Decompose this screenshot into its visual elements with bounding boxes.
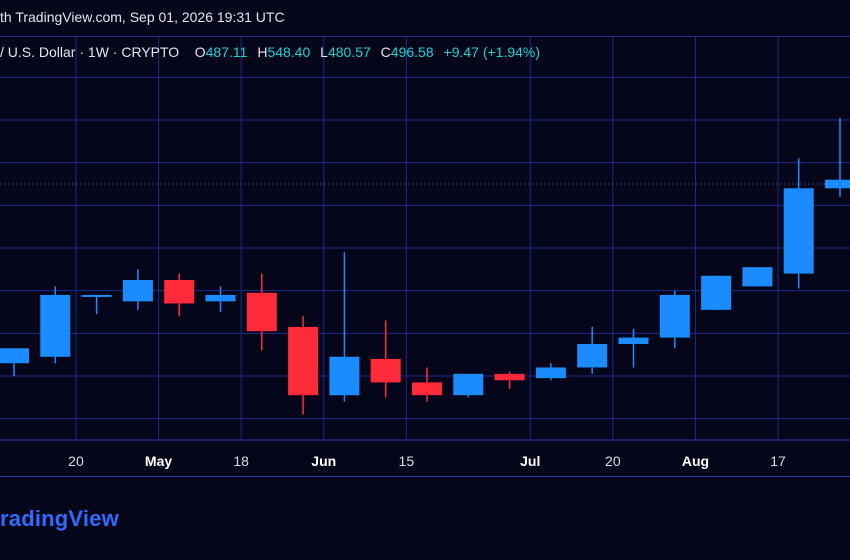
- ohlc-legend: / U.S. Dollar · 1W · CRYPTO O487.11 H548…: [0, 44, 540, 60]
- candle-body: [577, 344, 608, 368]
- candle-body: [618, 337, 649, 344]
- candle-body: [205, 294, 236, 302]
- x-tick-label: Jun: [311, 453, 336, 469]
- candle-body: [329, 356, 360, 396]
- open-value: 487.11: [205, 44, 248, 60]
- change-value: +9.47 (+1.94%): [443, 44, 541, 60]
- candle-body: [494, 373, 525, 381]
- x-tick-label: 15: [399, 453, 415, 469]
- x-tick-label: 20: [605, 453, 621, 469]
- top-bar: th TradingView.com, Sep 01, 2026 19:31 U…: [0, 0, 850, 37]
- x-tick-label: Aug: [682, 453, 709, 469]
- high-key: H: [257, 44, 268, 60]
- tradingview-logo-text: radingView: [0, 506, 119, 531]
- close-value: 496.58: [390, 44, 434, 60]
- candle-body: [659, 294, 690, 338]
- x-tick-label: 18: [233, 453, 249, 469]
- candle-body: [453, 373, 484, 396]
- low-value: 480.57: [327, 44, 371, 60]
- candle-body: [825, 179, 850, 189]
- candle-body: [535, 367, 566, 379]
- candle-body: [122, 280, 153, 302]
- high-value: 548.40: [267, 44, 311, 60]
- x-tick-label: May: [145, 453, 172, 469]
- candle-body: [0, 348, 29, 364]
- candle-body: [742, 267, 773, 287]
- candle-body: [81, 294, 112, 297]
- candle-body: [412, 382, 442, 396]
- candle-body: [288, 326, 319, 396]
- candle-body: [783, 188, 814, 274]
- created-with-text: th TradingView.com, Sep 01, 2026 19:31 U…: [0, 9, 285, 25]
- chart-frame: [0, 36, 850, 477]
- x-tick-label: 17: [770, 453, 786, 469]
- symbol-label: / U.S. Dollar · 1W · CRYPTO: [0, 44, 180, 60]
- candlestick-chart[interactable]: 20 May 18 Jun 15 Jul 20 Aug 17: [0, 0, 850, 476]
- open-key: O: [194, 44, 206, 60]
- low-key: L: [320, 44, 328, 60]
- candle-body: [40, 294, 71, 357]
- candle-body: [370, 358, 401, 383]
- candle-body: [164, 280, 195, 304]
- x-tick-label: 20: [68, 453, 84, 469]
- candle-body: [246, 292, 277, 332]
- x-tick-label: Jul: [520, 453, 540, 469]
- close-key: C: [380, 44, 391, 60]
- candle-body: [701, 275, 732, 310]
